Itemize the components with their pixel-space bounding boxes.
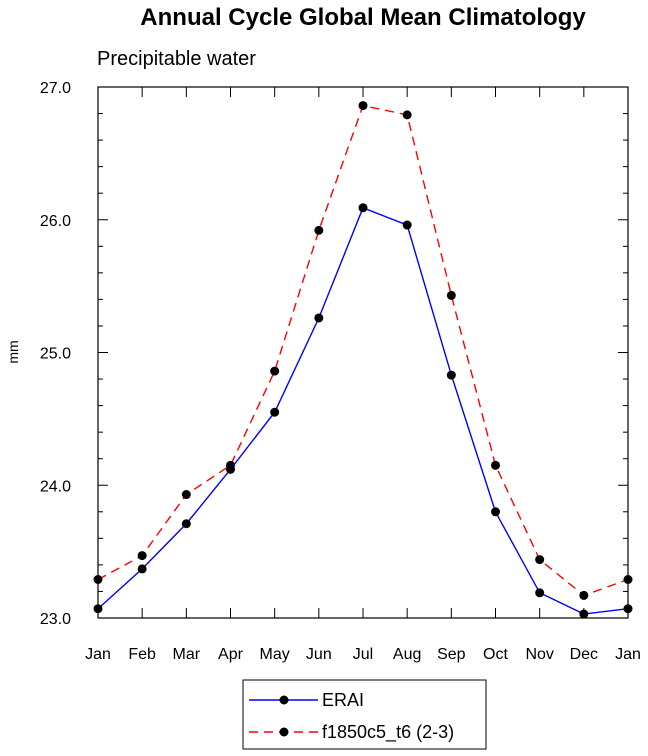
x-tick-label: Aug bbox=[393, 646, 421, 663]
y-tick-label: 25.0 bbox=[40, 346, 71, 363]
legend-marker bbox=[279, 727, 289, 737]
data-point bbox=[137, 551, 147, 561]
y-tick-label: 23.0 bbox=[40, 611, 71, 628]
data-point bbox=[402, 220, 412, 230]
legend-label: f1850c5_t6 (2-3) bbox=[322, 722, 454, 743]
x-tick-label: Apr bbox=[218, 646, 244, 663]
data-point bbox=[579, 609, 589, 619]
data-point bbox=[181, 490, 191, 500]
legend-marker bbox=[279, 695, 289, 705]
data-point bbox=[270, 407, 280, 417]
x-tick-label: Jan bbox=[615, 646, 641, 663]
data-point bbox=[579, 590, 589, 600]
y-tick-label: 27.0 bbox=[40, 80, 71, 97]
data-point bbox=[535, 588, 545, 598]
data-point bbox=[226, 464, 235, 474]
x-tick-label: Feb bbox=[128, 646, 156, 663]
data-point bbox=[314, 225, 324, 235]
x-tick-label: Oct bbox=[483, 646, 508, 663]
data-point bbox=[358, 203, 368, 213]
data-point bbox=[446, 290, 456, 300]
chart-title: Annual Cycle Global Mean Climatology bbox=[140, 4, 586, 31]
x-tick-label: May bbox=[260, 646, 290, 663]
data-point bbox=[491, 507, 500, 517]
data-point bbox=[402, 110, 412, 120]
data-point bbox=[358, 101, 368, 111]
data-point bbox=[270, 366, 280, 376]
x-tick-label: Jun bbox=[306, 646, 332, 663]
y-tick-label: 26.0 bbox=[40, 213, 71, 230]
legend: ERAI f1850c5_t6 (2-3) bbox=[242, 679, 487, 750]
x-tick-label: Nov bbox=[525, 646, 553, 663]
x-tick-label: Dec bbox=[570, 646, 598, 663]
series-line bbox=[97, 104, 629, 597]
tick-labels: Jan Feb Mar Apr May Jun Jul Aug Sep Oct Nov Dec Jan 2… bbox=[40, 80, 641, 663]
data-point bbox=[535, 555, 545, 565]
x-tick-label: Jan bbox=[85, 646, 111, 663]
data-point bbox=[137, 564, 147, 574]
data-point bbox=[491, 460, 500, 470]
legend-box bbox=[242, 679, 487, 750]
chart-subtitle: Precipitable water bbox=[97, 48, 256, 70]
x-tick-label: Mar bbox=[173, 646, 201, 663]
legend-label: ERAI bbox=[322, 690, 364, 710]
x-tick-label: Sep bbox=[437, 646, 466, 663]
y-tick-label: 24.0 bbox=[40, 478, 71, 495]
series-layer bbox=[93, 101, 633, 619]
data-point bbox=[314, 313, 324, 323]
plot-frame bbox=[97, 86, 629, 619]
series-line bbox=[97, 206, 629, 615]
data-point bbox=[181, 519, 191, 529]
y-axis-label: mm bbox=[5, 340, 21, 363]
data-point bbox=[446, 370, 456, 380]
axis-ticks bbox=[97, 86, 629, 619]
x-tick-label: Jul bbox=[353, 646, 373, 663]
